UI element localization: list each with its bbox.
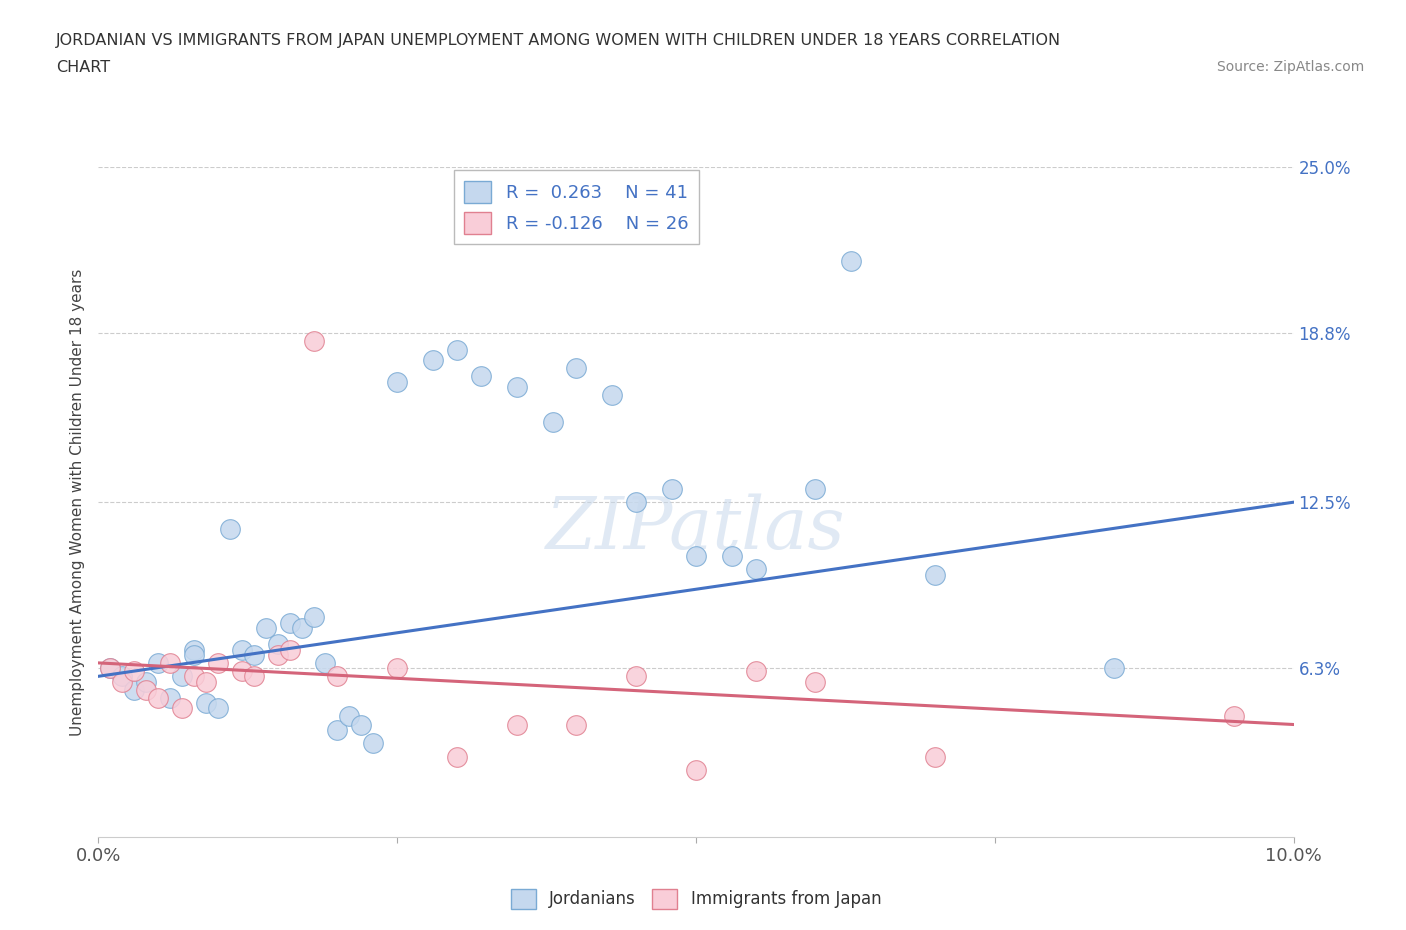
Point <box>422 352 444 367</box>
Point <box>685 549 707 564</box>
Point <box>172 669 194 684</box>
Point <box>626 495 648 510</box>
Point <box>446 342 468 357</box>
Point <box>385 374 409 389</box>
Point <box>207 656 229 671</box>
Point <box>231 663 253 678</box>
Point <box>326 723 349 737</box>
Point <box>565 717 588 732</box>
Point <box>254 620 277 635</box>
Point <box>1104 661 1126 676</box>
Point <box>721 549 744 564</box>
Legend: Jordanians, Immigrants from Japan: Jordanians, Immigrants from Japan <box>503 882 889 916</box>
Point <box>111 674 134 689</box>
Point <box>207 701 229 716</box>
Point <box>111 669 134 684</box>
Point <box>470 369 492 384</box>
Point <box>100 661 122 676</box>
Point <box>231 642 253 657</box>
Point <box>195 696 218 711</box>
Point <box>804 674 827 689</box>
Point <box>565 361 588 376</box>
Point <box>148 656 170 671</box>
Point <box>602 388 624 403</box>
Point <box>267 637 290 652</box>
Text: JORDANIAN VS IMMIGRANTS FROM JAPAN UNEMPLOYMENT AMONG WOMEN WITH CHILDREN UNDER : JORDANIAN VS IMMIGRANTS FROM JAPAN UNEMP… <box>56 33 1062 47</box>
Point <box>661 482 683 497</box>
Point <box>363 736 385 751</box>
Point <box>291 620 314 635</box>
Point <box>172 701 194 716</box>
Point <box>446 750 468 764</box>
Text: Source: ZipAtlas.com: Source: ZipAtlas.com <box>1216 60 1364 74</box>
Point <box>326 669 349 684</box>
Point <box>100 661 122 676</box>
Point <box>350 717 373 732</box>
Point <box>626 669 648 684</box>
Text: ZIPatlas: ZIPatlas <box>546 494 846 565</box>
Point <box>302 610 325 625</box>
Point <box>124 663 146 678</box>
Point <box>804 482 827 497</box>
Point <box>135 674 157 689</box>
Point <box>506 717 529 732</box>
Point <box>243 647 266 662</box>
Point <box>924 567 946 582</box>
Point <box>841 254 863 269</box>
Point <box>148 690 170 705</box>
Point <box>243 669 266 684</box>
Text: CHART: CHART <box>56 60 110 75</box>
Point <box>278 642 301 657</box>
Point <box>159 656 181 671</box>
Point <box>745 562 768 577</box>
Point <box>267 647 290 662</box>
Point <box>219 522 242 537</box>
Point <box>195 674 218 689</box>
Point <box>183 642 205 657</box>
Point <box>315 656 337 671</box>
Point <box>302 334 325 349</box>
Point <box>685 763 707 777</box>
Point <box>183 669 205 684</box>
Point <box>924 750 946 764</box>
Point <box>124 683 146 698</box>
Point <box>183 647 205 662</box>
Point <box>1223 709 1246 724</box>
Point <box>278 616 301 631</box>
Point <box>541 415 564 430</box>
Point <box>339 709 360 724</box>
Point <box>159 690 181 705</box>
Point <box>745 663 768 678</box>
Point <box>385 661 409 676</box>
Y-axis label: Unemployment Among Women with Children Under 18 years: Unemployment Among Women with Children U… <box>69 269 84 736</box>
Point <box>506 379 529 394</box>
Point <box>135 683 157 698</box>
